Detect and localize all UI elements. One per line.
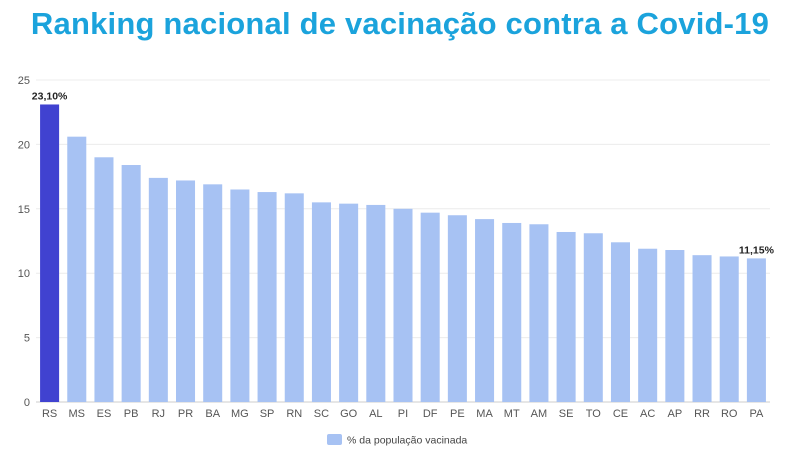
x-tick-label: ES xyxy=(97,408,112,420)
legend[interactable]: % da população vacinada xyxy=(327,434,467,447)
x-tick-label: PB xyxy=(124,408,139,420)
bar-ap[interactable] xyxy=(665,250,685,402)
x-tick-label: AP xyxy=(668,408,683,420)
bar-to[interactable] xyxy=(583,233,603,402)
x-tick-label: AC xyxy=(640,408,655,420)
bar-ma[interactable] xyxy=(475,219,495,402)
y-tick-label: 20 xyxy=(18,139,30,151)
bar-am[interactable] xyxy=(529,224,549,402)
bar-al[interactable] xyxy=(366,204,386,402)
legend-swatch xyxy=(327,434,342,445)
bar-ba[interactable] xyxy=(203,184,223,402)
y-tick-label: 10 xyxy=(18,268,30,280)
x-tick-label: GO xyxy=(340,408,358,420)
bar-pb[interactable] xyxy=(121,165,141,402)
bars xyxy=(40,104,766,403)
bar-mt[interactable] xyxy=(502,222,522,402)
x-tick-label: RN xyxy=(286,408,302,420)
y-tick-label: 25 xyxy=(18,75,30,87)
bar-pa[interactable] xyxy=(746,258,766,402)
x-tick-label: MA xyxy=(476,408,493,420)
bar-sp[interactable] xyxy=(257,192,277,402)
x-tick-label: RJ xyxy=(152,408,165,420)
chart-title: Ranking nacional de vacinação contra a C… xyxy=(30,6,770,41)
x-tick-label: BA xyxy=(205,408,220,420)
x-axis: RS MS ES PB RJ PR BA MG SP RN SC GO AL PI DF PE MA MT AM SE… xyxy=(42,408,764,420)
bar-ro[interactable] xyxy=(719,256,739,402)
data-label: 23,10% xyxy=(32,90,68,102)
bar-rr[interactable] xyxy=(692,255,712,402)
bar-pe[interactable] xyxy=(447,215,467,402)
bar-df[interactable] xyxy=(420,212,440,402)
bar-go[interactable] xyxy=(339,203,359,402)
x-tick-label: RS xyxy=(42,408,57,420)
x-tick-label: DF xyxy=(423,408,438,420)
x-tick-label: MT xyxy=(504,408,520,420)
bar-mg[interactable] xyxy=(230,189,250,402)
x-tick-label: SE xyxy=(559,408,574,420)
x-tick-label: RR xyxy=(694,408,710,420)
bar-ac[interactable] xyxy=(638,248,658,402)
legend-label: % da população vacinada xyxy=(347,435,467,447)
y-axis: 0 5 10 15 20 25 xyxy=(18,75,30,409)
bar-rn[interactable] xyxy=(284,193,304,402)
y-tick-label: 0 xyxy=(24,397,30,409)
bar-ce[interactable] xyxy=(610,242,630,402)
x-tick-label: CE xyxy=(613,408,628,420)
y-tick-label: 5 xyxy=(24,333,30,345)
x-tick-label: AL xyxy=(369,408,382,420)
x-tick-label: TO xyxy=(586,408,602,420)
bar-rs[interactable] xyxy=(40,104,60,403)
y-tick-label: 15 xyxy=(18,204,30,216)
bar-ms[interactable] xyxy=(67,136,87,402)
x-tick-label: PA xyxy=(749,408,764,420)
bar-pr[interactable] xyxy=(176,180,196,402)
bar-es[interactable] xyxy=(94,157,114,402)
bar-rj[interactable] xyxy=(148,177,168,402)
data-labels: 23,10% 11,15% xyxy=(32,90,775,256)
x-tick-label: PR xyxy=(178,408,193,420)
x-tick-label: AM xyxy=(531,408,548,420)
x-tick-label: PI xyxy=(398,408,408,420)
x-tick-label: PE xyxy=(450,408,465,420)
data-label: 11,15% xyxy=(739,244,775,256)
x-tick-label: MS xyxy=(69,408,86,420)
x-tick-label: MG xyxy=(231,408,249,420)
bar-se[interactable] xyxy=(556,231,576,402)
x-tick-label: RO xyxy=(721,408,738,420)
bar-pi[interactable] xyxy=(393,208,413,402)
bar-sc[interactable] xyxy=(311,202,331,402)
x-tick-label: SC xyxy=(314,408,329,420)
x-tick-label: SP xyxy=(260,408,275,420)
